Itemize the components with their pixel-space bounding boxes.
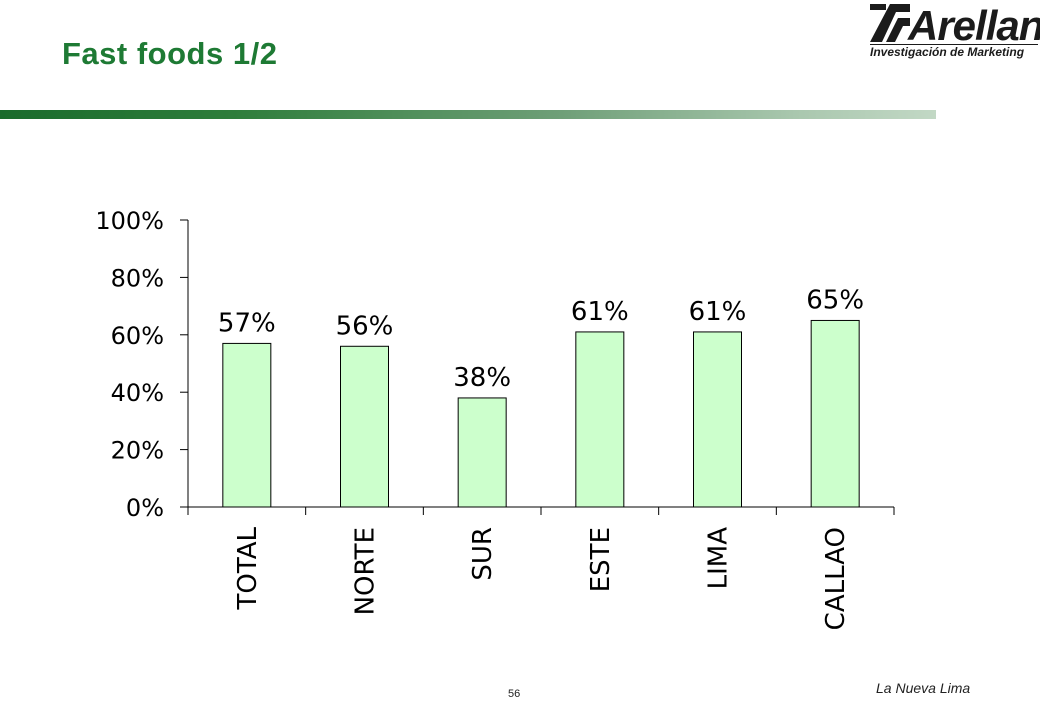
category-label: NORTE [351, 527, 381, 615]
bar [457, 397, 507, 508]
logo-tagline: Investigación de Marketing [870, 45, 1025, 59]
category-label: LIMA [704, 527, 734, 590]
page-title: Fast foods 1/2 [62, 36, 278, 71]
logo-mark-icon [870, 4, 910, 42]
bar-value-label: 38% [453, 363, 511, 393]
bar [575, 331, 625, 508]
bar-value-label: 65% [806, 285, 864, 315]
y-tick-label: 100% [95, 207, 164, 235]
bar [340, 345, 389, 508]
footer-label: La Nueva Lima [876, 680, 971, 696]
bar [810, 319, 860, 508]
bar-value-label: 57% [218, 308, 276, 338]
bar-value-label: 61% [689, 297, 747, 327]
category-label: SUR [468, 527, 498, 581]
arellano-logo: Arellano Investigación de Marketing [864, 0, 1040, 64]
title-divider [0, 110, 936, 119]
category-label: TOTAL [233, 526, 263, 610]
bar [222, 342, 272, 508]
logo-tagline-rule [870, 44, 1038, 45]
y-tick-label: 60% [111, 322, 164, 350]
bar-value-label: 61% [571, 297, 629, 327]
logo-wordmark: Arellano [908, 2, 1040, 49]
y-tick-label: 80% [111, 264, 164, 292]
category-label: CALLAO [821, 527, 851, 630]
bar-value-label: 56% [336, 311, 394, 341]
y-tick-label: 40% [111, 379, 164, 407]
page-number: 56 [508, 688, 521, 700]
bar [693, 331, 742, 508]
category-label: ESTE [586, 527, 616, 592]
y-tick-label: 20% [111, 437, 164, 465]
y-tick-label: 0% [126, 494, 164, 522]
